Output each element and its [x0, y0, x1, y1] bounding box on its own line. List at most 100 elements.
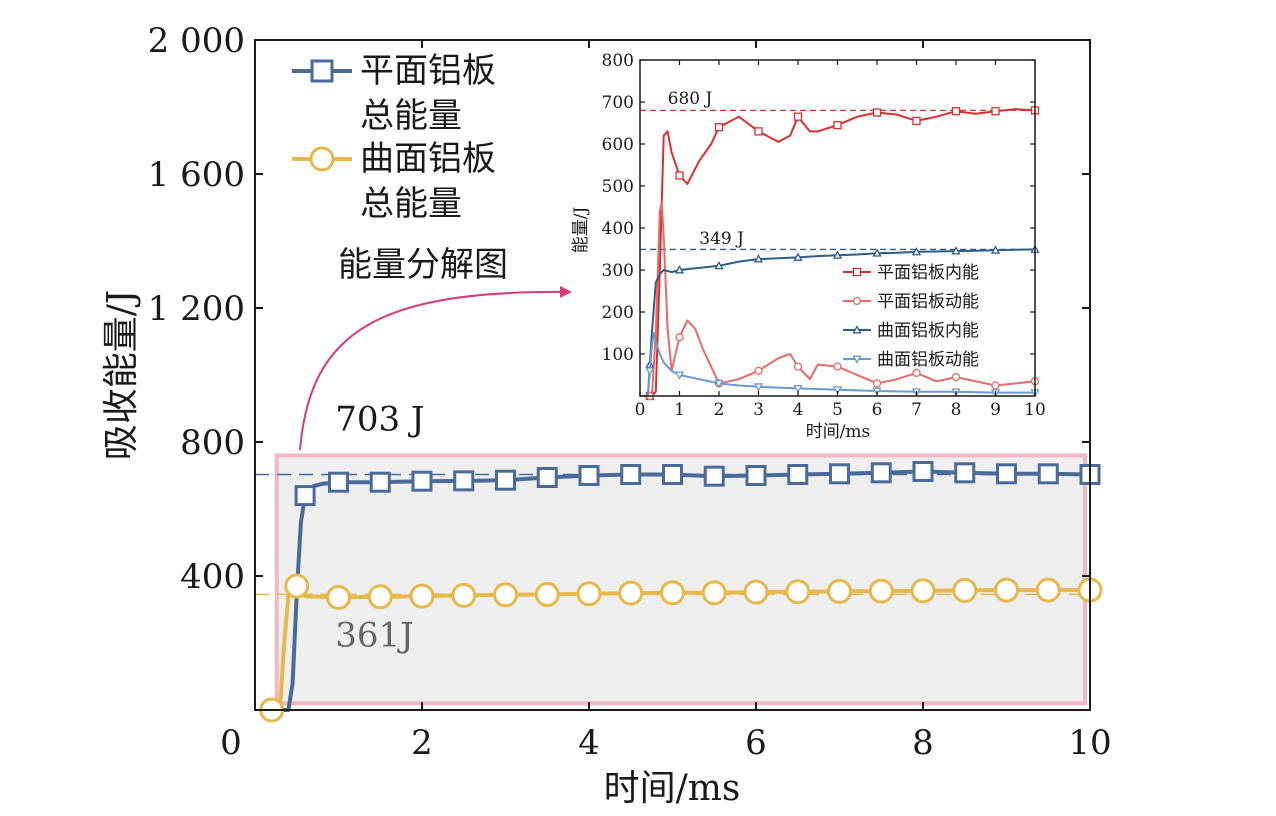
inset-marker-3-4 — [793, 384, 803, 394]
marker-1-9 — [618, 580, 644, 606]
marker-1-7 — [534, 581, 560, 607]
x-tick-label-1: 2 — [411, 723, 433, 763]
marker-0-2 — [369, 471, 391, 493]
callout-arrow — [299, 285, 572, 451]
plot-frame — [254, 39, 1091, 711]
marker-0-18 — [1037, 463, 1059, 485]
inset-x-tick-label-9: 9 — [990, 400, 1001, 420]
series-1 — [259, 573, 1103, 723]
inset-marker-3-3 — [753, 383, 764, 392]
series-0 — [271, 460, 1101, 712]
inset-legend-label-0: 平面铝板内能 — [877, 263, 979, 283]
marker-0-7 — [578, 465, 600, 486]
inset-marker-2-2 — [714, 260, 724, 270]
legend-label-flat-2: 总能量 — [360, 96, 462, 136]
inset-legend-marker-1 — [852, 296, 862, 306]
inset-marker-2-8 — [951, 246, 961, 255]
inset-marker-0-4 — [793, 112, 803, 121]
x-tick-label-3: 6 — [745, 723, 767, 763]
inset-y-tick-label-0: 100 — [602, 345, 634, 365]
inset-legend-marker-3 — [852, 355, 862, 364]
inset-marker-1-3 — [754, 366, 763, 375]
inset-x-tick-label-4: 4 — [793, 400, 804, 420]
reference-lines — [255, 473, 1090, 596]
series-line-0 — [271, 469, 1091, 712]
inset-series-3 — [640, 332, 1040, 398]
inset-marker-3-5 — [832, 386, 843, 395]
y-tick-label-3: 1 600 — [148, 155, 245, 195]
callout-label: 能量分解图 — [338, 245, 508, 285]
inset-marker-0-6 — [872, 108, 882, 117]
marker-1-1 — [284, 573, 310, 599]
inset-marker-2-1 — [674, 265, 685, 274]
inset-marker-1-7 — [912, 368, 921, 378]
inset-marker-2-7 — [911, 247, 922, 256]
inset-marker-0-3 — [754, 127, 763, 136]
inset-marker-2-4 — [793, 252, 803, 261]
inset-marker-0-5 — [833, 120, 842, 130]
marker-1-16 — [910, 578, 936, 604]
x-tick-label-5: 10 — [1068, 723, 1111, 763]
marker-1-11 — [701, 580, 727, 606]
inset-marker-1-6 — [872, 379, 882, 388]
annotation-703: 703 J — [335, 400, 424, 440]
marker-1-4 — [409, 583, 435, 609]
inset-series-2 — [640, 244, 1040, 397]
marker-1-13 — [785, 579, 811, 605]
inset-marker-2-3 — [753, 254, 764, 263]
inset-y-tick-label-7: 800 — [602, 51, 634, 71]
marker-1-14 — [827, 578, 852, 604]
marker-1-2 — [326, 584, 351, 610]
inset-annotation-349: 349 J — [699, 229, 744, 249]
legend-label-flat-1: 平面铝板 — [360, 51, 496, 91]
inset-marker-0-1 — [675, 171, 684, 180]
marker-0-9 — [662, 463, 683, 485]
marker-0-1 — [328, 471, 349, 493]
inset-chart: 0 1 2 3 4 5 6 7 8 9 10 100 200 300 400 500 600 700 800 时间/… — [571, 51, 1046, 442]
inset-y-tick-label-5: 600 — [602, 135, 634, 155]
marker-0-13 — [829, 463, 850, 485]
inset-x-tick-label-10: 10 — [1024, 400, 1046, 420]
inset-y-tick-label-3: 400 — [602, 219, 634, 239]
inset-marker-3-2 — [714, 379, 724, 389]
inset-x-tick-label-7: 7 — [911, 400, 922, 420]
legend-marker-curved — [309, 146, 335, 172]
inset-y-axis-label: 能量/J — [571, 207, 591, 254]
marker-1-10 — [660, 580, 685, 606]
marker-1-17 — [952, 577, 978, 603]
inset-marker-1-4 — [793, 362, 803, 371]
y-tick-label-2: 1 200 — [148, 289, 245, 329]
marker-0-5 — [495, 469, 516, 491]
inset-x-tick-label-5: 5 — [832, 400, 843, 420]
marker-1-12 — [743, 579, 769, 605]
inset-series-line-1 — [640, 201, 1036, 397]
inset-x-tick-label-6: 6 — [872, 400, 883, 420]
inset-legend-label-2: 曲面铝板内能 — [877, 321, 979, 341]
legend-label-curved-1: 曲面铝板 — [360, 139, 496, 179]
inset-marker-0-8 — [951, 107, 961, 116]
inset-legend-label-3: 曲面铝板动能 — [877, 350, 979, 370]
inset-background — [640, 60, 1035, 396]
marker-0-16 — [954, 462, 976, 484]
y-tick-label-0: 400 — [180, 557, 245, 597]
annotation-361: 361J — [335, 616, 414, 656]
legend: 平面铝板 总能量 曲面铝板 总能量 — [292, 51, 496, 224]
inset-y-tick-label-4: 500 — [602, 177, 634, 197]
inset-y-tick-label-6: 700 — [602, 93, 634, 113]
marker-1-3 — [367, 584, 393, 610]
inset-series-line-0 — [640, 108, 1036, 397]
inset-marker-2-9 — [990, 245, 1001, 254]
inset-x-tick-label-2: 2 — [714, 400, 725, 420]
x-tick-label-4: 8 — [912, 723, 934, 763]
inset-legend-label-1: 平面铝板动能 — [877, 292, 979, 312]
marker-0-12 — [787, 463, 809, 485]
inset-x-tick-label-0: 0 — [635, 400, 646, 420]
x-axis-label: 时间/ms — [604, 768, 741, 809]
legend-label-curved-2: 总能量 — [360, 184, 462, 224]
inset-reference-lines — [640, 109, 1035, 251]
inset-marker-2-6 — [872, 248, 882, 257]
